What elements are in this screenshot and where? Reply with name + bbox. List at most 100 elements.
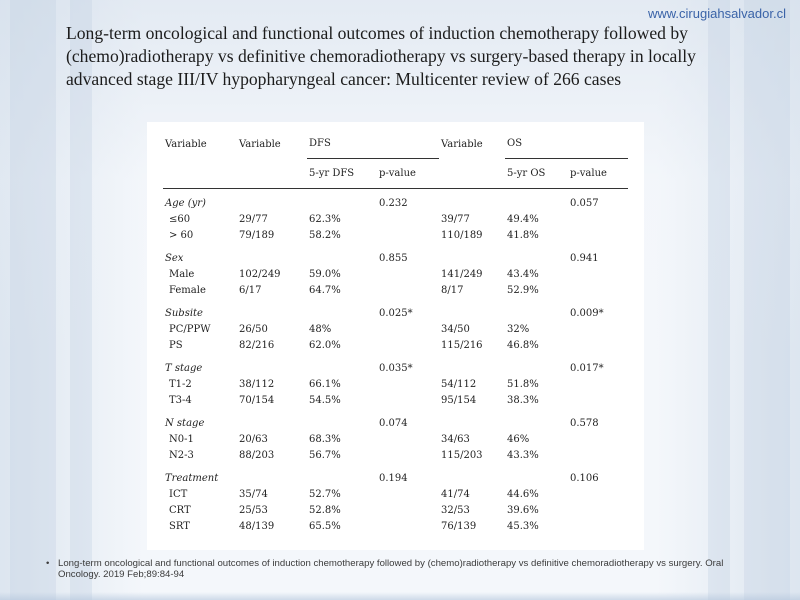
empty-cell	[377, 227, 439, 243]
header-dfs-spacer	[377, 130, 439, 159]
table-row: Male 102/249 59.0% 141/249 43.4%	[163, 266, 628, 282]
dfs-5yr-value: 62.0%	[309, 339, 341, 351]
slide-bottom-band	[0, 592, 800, 600]
group-row: Treatment 0.194 0.106	[163, 470, 628, 486]
os-p-value: 0.578	[570, 417, 599, 429]
empty-cell	[307, 470, 377, 486]
empty-cell	[237, 195, 307, 211]
dfs-5yr-value: 48%	[309, 323, 332, 335]
header-variable-dfs: Variable	[239, 138, 281, 150]
dfs-5yr-value: 56.7%	[309, 449, 341, 461]
empty-cell	[439, 305, 505, 321]
os-events: 95/154	[441, 394, 477, 406]
spacer-cell	[307, 463, 377, 470]
header-dfs-pvalue: p-value	[377, 158, 439, 189]
subheader-empty	[237, 158, 307, 189]
os-events: 41/74	[441, 488, 470, 500]
header-variable-os: Variable	[441, 138, 483, 150]
group-name: Age (yr)	[165, 197, 206, 209]
spacer-cell	[439, 353, 505, 360]
empty-cell	[237, 360, 307, 376]
empty-cell	[568, 376, 628, 392]
group-row: T stage 0.035* 0.017*	[163, 360, 628, 376]
dfs-events: 48/139	[239, 520, 275, 532]
os-p-value: 0.106	[570, 472, 599, 484]
group-name: Treatment	[165, 472, 219, 484]
spacer-cell	[505, 243, 568, 250]
dfs-5yr-value: 65.5%	[309, 520, 341, 532]
spacer-cell	[568, 298, 628, 305]
spacer-cell	[439, 408, 505, 415]
group-spacer	[163, 408, 628, 415]
group-spacer	[163, 353, 628, 360]
spacer-cell	[505, 408, 568, 415]
spacer-cell	[505, 353, 568, 360]
row-label: Female	[169, 284, 206, 296]
table-row: CRT 25/53 52.8% 32/53 39.6%	[163, 502, 628, 518]
spacer-cell	[307, 353, 377, 360]
dfs-5yr-value: 66.1%	[309, 378, 341, 390]
empty-cell	[377, 266, 439, 282]
os-5yr-value: 49.4%	[507, 213, 539, 225]
os-events: 115/203	[441, 449, 483, 461]
spacer-cell	[163, 188, 237, 195]
empty-cell	[568, 518, 628, 534]
empty-cell	[505, 195, 568, 211]
footnote-text: Long-term oncological and functional out…	[58, 558, 724, 580]
dfs-events: 6/17	[239, 284, 262, 296]
dfs-5yr-value: 62.3%	[309, 213, 341, 225]
results-table: Variable Variable DFS Variable OS 5-yr D…	[163, 130, 628, 534]
empty-cell	[568, 227, 628, 243]
spacer-cell	[568, 243, 628, 250]
background-column	[10, 0, 56, 600]
os-5yr-value: 39.6%	[507, 504, 539, 516]
dfs-events: 26/50	[239, 323, 268, 335]
table-row: T1-2 38/112 66.1% 54/112 51.8%	[163, 376, 628, 392]
footnote: • Long-term oncological and functional o…	[46, 558, 748, 580]
os-5yr-value: 52.9%	[507, 284, 539, 296]
spacer-cell	[163, 463, 237, 470]
header-5yr-dfs: 5-yr DFS	[307, 158, 377, 189]
row-label: T3-4	[169, 394, 192, 406]
empty-cell	[568, 431, 628, 447]
spacer-cell	[237, 188, 307, 195]
dfs-5yr-value: 64.7%	[309, 284, 341, 296]
empty-cell	[505, 250, 568, 266]
dfs-events: 102/249	[239, 268, 281, 280]
table-row: T3-4 70/154 54.5% 95/154 38.3%	[163, 392, 628, 408]
empty-cell	[568, 392, 628, 408]
os-events: 141/249	[441, 268, 483, 280]
os-events: 54/112	[441, 378, 477, 390]
footnote-bullet: •	[46, 558, 50, 569]
site-url: www.cirugiahsalvador.cl	[647, 6, 786, 21]
spacer-cell	[237, 353, 307, 360]
row-label: > 60	[169, 229, 194, 241]
empty-cell	[377, 376, 439, 392]
dfs-5yr-value: 59.0%	[309, 268, 341, 280]
os-5yr-value: 32%	[507, 323, 530, 335]
empty-cell	[307, 360, 377, 376]
row-label: N2-3	[169, 449, 194, 461]
spacer-cell	[307, 408, 377, 415]
table-header-row: Variable Variable DFS Variable OS	[163, 130, 628, 159]
group-spacer	[163, 243, 628, 250]
group-row: Age (yr) 0.232 0.057	[163, 195, 628, 211]
spacer-cell	[439, 463, 505, 470]
dfs-events: 82/216	[239, 339, 275, 351]
empty-cell	[377, 337, 439, 353]
os-events: 115/216	[441, 339, 483, 351]
empty-cell	[439, 250, 505, 266]
spacer-cell	[237, 463, 307, 470]
results-table-card: Variable Variable DFS Variable OS 5-yr D…	[147, 122, 644, 550]
empty-cell	[237, 305, 307, 321]
spacer-cell	[439, 298, 505, 305]
spacer-cell	[307, 188, 377, 195]
group-name: Sex	[165, 252, 184, 264]
row-label: Male	[169, 268, 195, 280]
dfs-p-value: 0.035*	[379, 362, 413, 374]
spacer-cell	[568, 353, 628, 360]
row-label: SRT	[169, 520, 190, 532]
spacer-cell	[505, 298, 568, 305]
empty-cell	[377, 282, 439, 298]
spacer-cell	[237, 243, 307, 250]
